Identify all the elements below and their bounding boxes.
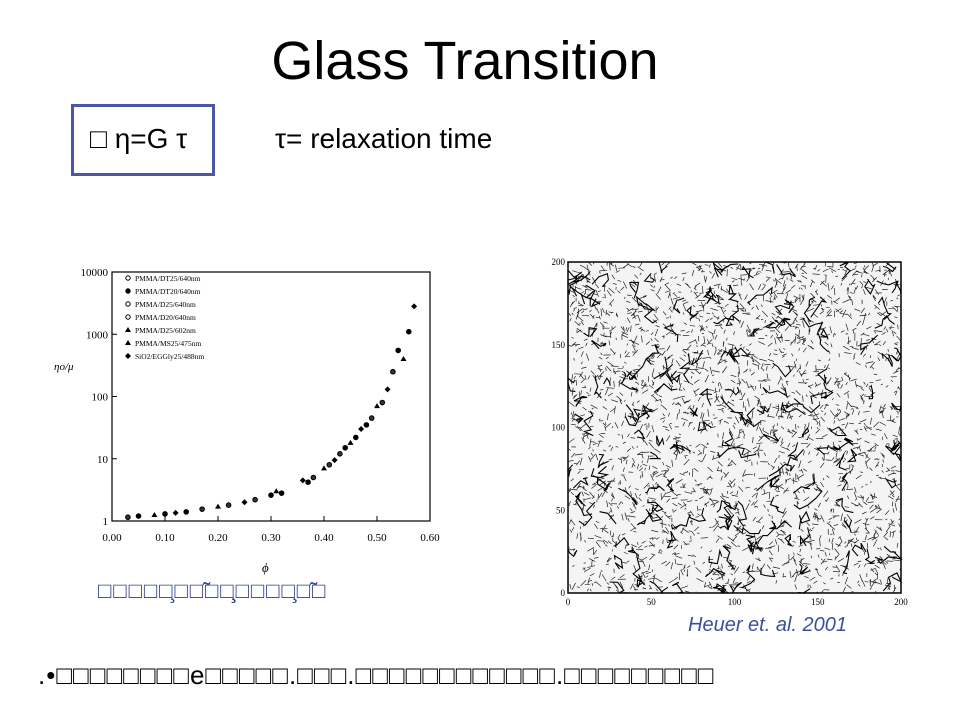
data-point xyxy=(172,509,179,516)
data-point xyxy=(363,422,370,428)
data-point xyxy=(331,457,338,464)
data-point xyxy=(347,439,354,445)
md-y-tick-label: 150 xyxy=(552,340,566,350)
data-point xyxy=(368,415,375,421)
data-point xyxy=(374,403,380,409)
chart-x-tick-label: 0.30 xyxy=(261,532,281,544)
bullet-text: .•□□□□□□□□e□□□□□.□□□.□□□□□□□□□□□□.□□□□□□… xyxy=(38,660,715,690)
relaxation-time-definition: τ= relaxation time xyxy=(275,123,493,154)
data-point xyxy=(379,399,386,406)
citation-text: Heuer et. al. 2001 xyxy=(688,614,847,636)
data-point xyxy=(353,434,359,441)
md-x-tick-label: 0 xyxy=(566,597,571,607)
data-point xyxy=(390,368,396,375)
data-point xyxy=(395,347,402,354)
legend-marker xyxy=(125,353,131,359)
viscosity-chart: 1 10 100 1000 10000 0.00 0.10 0.20 0.30 0.40 0.50… xyxy=(40,250,440,575)
legend-entry-label: PMMA/DT25/640nm xyxy=(135,274,201,283)
data-point xyxy=(305,479,311,486)
data-point xyxy=(342,444,349,451)
legend-entry-label: PMMA/D25/602nm xyxy=(135,326,196,335)
data-point xyxy=(337,451,343,457)
chart-x-tick-label: 0.00 xyxy=(102,532,122,544)
chart-y-label: ηo/μ xyxy=(54,361,74,373)
data-point xyxy=(273,488,280,494)
data-point xyxy=(241,499,248,506)
data-point xyxy=(125,514,131,521)
data-point xyxy=(215,503,221,509)
data-point xyxy=(225,502,232,508)
data-point xyxy=(400,356,407,362)
legend-marker xyxy=(125,301,131,307)
chart-x-tick-label: 0.20 xyxy=(208,532,228,544)
chart-x-tick-label: 0.50 xyxy=(367,532,387,544)
md-cluster-strands xyxy=(566,261,903,595)
chart-y-tick-label: 10000 xyxy=(81,267,109,279)
data-point xyxy=(358,426,365,433)
chart-x-tick-label: 0.40 xyxy=(314,532,334,544)
data-point xyxy=(310,474,317,481)
legend-entry-label: PMMA/MS25/475nm xyxy=(135,339,201,348)
data-point xyxy=(183,509,189,515)
legend-entry-label: PMMA/DT20/640nm xyxy=(135,287,201,296)
data-point xyxy=(268,492,274,498)
legend-entry-label: PMMA/D25/640nm xyxy=(135,300,196,309)
data-point xyxy=(278,490,285,496)
legend-marker xyxy=(125,288,131,294)
md-simulation-plot: 0 50 100 150 200 0 50 100 150 200 xyxy=(540,257,910,610)
legend-entry-label: PMMA/D20/640nm xyxy=(135,313,196,322)
data-point xyxy=(162,511,168,517)
data-point xyxy=(384,386,391,393)
slide-title: Glass Transition xyxy=(271,31,659,91)
md-x-tick-label: 150 xyxy=(811,597,825,607)
data-point xyxy=(411,303,418,310)
data-point xyxy=(321,465,327,471)
md-x-tick-label: 200 xyxy=(894,597,908,607)
data-point xyxy=(151,511,158,517)
legend-entry-label: SiO2/EGGly25/488nm xyxy=(135,352,204,361)
legend-marker xyxy=(125,340,131,345)
chart-y-tick-label: 1000 xyxy=(86,329,109,341)
viscosity-chart-svg: 1 10 100 1000 10000 0.00 0.10 0.20 0.30 0.40 0.50… xyxy=(54,267,440,575)
viscosity-equation: □ η=G τ xyxy=(90,123,188,154)
md-y-tick-label: 100 xyxy=(552,423,566,433)
chart-x-tick-label: 0.60 xyxy=(420,532,440,544)
data-point xyxy=(326,461,333,468)
md-x-tick-label: 50 xyxy=(647,597,657,607)
chart-x-label: ϕ xyxy=(262,560,269,575)
chart-y-tick-label: 1 xyxy=(103,516,109,528)
data-point xyxy=(406,328,412,335)
chart-plot-area xyxy=(111,271,431,522)
chart-y-tick-label: 100 xyxy=(92,392,109,404)
chart-y-tick-label: 10 xyxy=(97,454,109,466)
data-point xyxy=(252,496,258,503)
data-point xyxy=(299,477,306,484)
md-y-tick-label: 200 xyxy=(552,258,566,267)
legend-marker xyxy=(125,327,131,332)
md-simulation-svg: 0 50 100 150 200 0 50 100 150 200 xyxy=(552,257,909,607)
md-displacement-texture xyxy=(567,261,902,594)
data-point xyxy=(135,513,142,519)
legend-marker xyxy=(125,275,131,281)
md-y-tick-label: 0 xyxy=(561,588,566,598)
chart-caption: □□□□□̧□□̃□□̧̧□□□□̧□̃□ xyxy=(98,578,328,603)
md-x-tick-label: 100 xyxy=(728,597,742,607)
chart-x-tick-label: 0.10 xyxy=(155,532,175,544)
data-point xyxy=(199,506,205,512)
legend-marker xyxy=(125,314,131,320)
equation-box xyxy=(71,104,215,176)
md-y-tick-label: 50 xyxy=(556,505,566,515)
